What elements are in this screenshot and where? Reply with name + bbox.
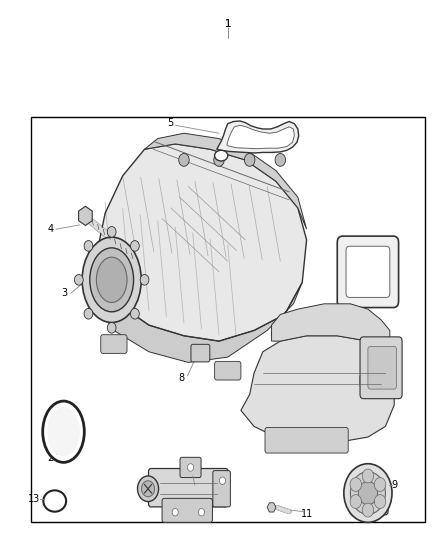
Circle shape [374,478,386,491]
Circle shape [219,477,226,484]
Ellipse shape [96,257,127,303]
Circle shape [131,240,139,251]
Text: 1: 1 [225,19,231,29]
Ellipse shape [90,248,134,312]
Circle shape [214,154,224,166]
Polygon shape [272,304,390,341]
Circle shape [187,464,194,471]
Circle shape [172,508,178,516]
Ellipse shape [43,490,66,512]
FancyBboxPatch shape [350,486,388,515]
Circle shape [358,481,378,505]
Circle shape [131,309,139,319]
Ellipse shape [215,150,228,161]
Circle shape [344,464,392,522]
Circle shape [141,481,155,497]
Circle shape [244,154,255,166]
Circle shape [350,495,361,508]
Polygon shape [217,121,299,153]
Circle shape [107,227,116,237]
FancyBboxPatch shape [213,471,230,507]
Ellipse shape [42,401,84,462]
Circle shape [107,322,116,333]
FancyBboxPatch shape [360,337,402,399]
Circle shape [362,469,374,483]
Polygon shape [227,125,294,149]
Text: 5: 5 [167,118,173,127]
Polygon shape [78,206,92,225]
FancyBboxPatch shape [101,335,127,353]
Text: 7: 7 [356,384,362,394]
Circle shape [198,508,205,516]
Text: 2: 2 [47,454,53,463]
FancyBboxPatch shape [215,361,241,380]
Circle shape [362,503,374,517]
FancyBboxPatch shape [337,236,399,308]
Polygon shape [241,336,394,442]
Polygon shape [267,503,276,512]
Ellipse shape [82,237,141,322]
Circle shape [84,240,93,251]
Text: 4: 4 [47,224,53,234]
Polygon shape [96,144,307,341]
Circle shape [350,478,361,491]
FancyBboxPatch shape [368,346,396,389]
Text: 13: 13 [28,495,40,504]
Ellipse shape [47,407,80,456]
Circle shape [140,274,149,285]
Text: 12: 12 [189,484,201,494]
Circle shape [275,154,286,166]
Circle shape [84,309,93,319]
Polygon shape [92,277,302,362]
FancyBboxPatch shape [162,498,212,522]
Text: 11: 11 [300,510,313,519]
Polygon shape [145,133,307,229]
FancyBboxPatch shape [191,344,210,362]
Text: 6: 6 [365,256,371,266]
Circle shape [179,154,189,166]
Text: 1: 1 [224,19,231,29]
Circle shape [374,495,386,508]
Circle shape [74,274,83,285]
FancyBboxPatch shape [180,457,201,478]
Circle shape [350,472,385,514]
FancyBboxPatch shape [265,427,348,453]
Text: 8: 8 [179,374,185,383]
Text: 10: 10 [344,496,357,506]
Text: 9: 9 [391,480,397,490]
Text: 3: 3 [62,288,68,298]
FancyBboxPatch shape [148,469,228,507]
Bar [31,117,425,522]
Circle shape [138,476,159,502]
FancyBboxPatch shape [346,246,390,297]
